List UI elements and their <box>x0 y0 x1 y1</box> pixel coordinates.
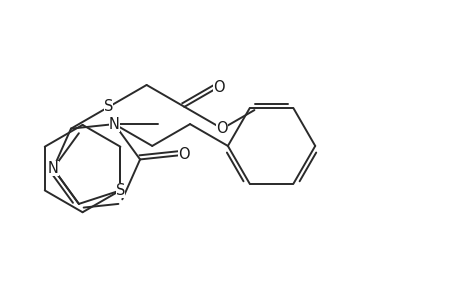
Text: N: N <box>109 117 120 132</box>
Text: S: S <box>116 183 125 198</box>
Text: S: S <box>104 99 113 114</box>
Text: N: N <box>48 161 58 176</box>
Text: O: O <box>216 121 228 136</box>
Text: O: O <box>212 80 224 95</box>
Text: O: O <box>177 147 189 162</box>
